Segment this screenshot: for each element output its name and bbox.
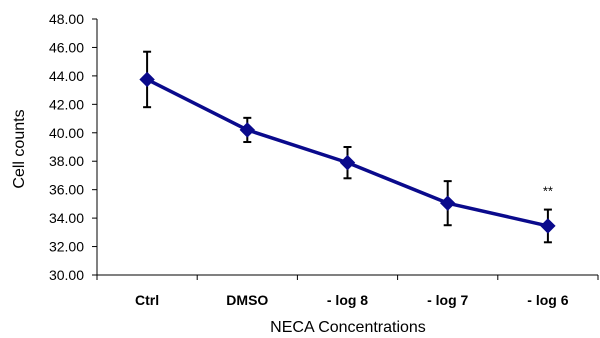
- data-point-marker: [139, 71, 155, 88]
- annotation-group: **: [543, 184, 553, 199]
- data-point-marker: [439, 195, 456, 211]
- y-tick-label: 40.00: [49, 125, 84, 141]
- data-point-marker: [339, 154, 356, 171]
- x-axis: Ctrl DMSO - log 8 - log 7 - log 6: [96, 274, 599, 308]
- y-tick-label: 46.00: [49, 39, 84, 55]
- x-tick-label: DMSO: [226, 292, 268, 308]
- x-tick-label: Ctrl: [135, 292, 159, 308]
- y-tick-label: 42.00: [49, 96, 84, 112]
- y-tick-label: 30.00: [49, 267, 84, 283]
- significance-marker: **: [543, 184, 553, 199]
- y-axis-title: Cell counts: [11, 109, 28, 188]
- y-tick-label: 44.00: [49, 68, 84, 84]
- y-tick-label: 48.00: [49, 11, 84, 27]
- y-tick-label: 32.00: [49, 239, 84, 255]
- y-axis: 30.00 32.00 34.00 36.00 38.00 40.00 42.00 44.00…: [49, 11, 98, 283]
- x-axis-title: NECA Concentrations: [270, 319, 426, 336]
- x-tick-label: - log 6: [527, 292, 568, 308]
- y-tick-label: 36.00: [49, 182, 84, 198]
- data-point-marker: [540, 218, 556, 234]
- series-group: [139, 50, 556, 244]
- x-tick-label: - log 7: [427, 292, 468, 308]
- data-point-marker: [239, 122, 256, 138]
- x-tick-label: - log 8: [327, 292, 368, 308]
- y-tick-label: 38.00: [49, 153, 84, 169]
- y-tick-label: 34.00: [49, 210, 84, 226]
